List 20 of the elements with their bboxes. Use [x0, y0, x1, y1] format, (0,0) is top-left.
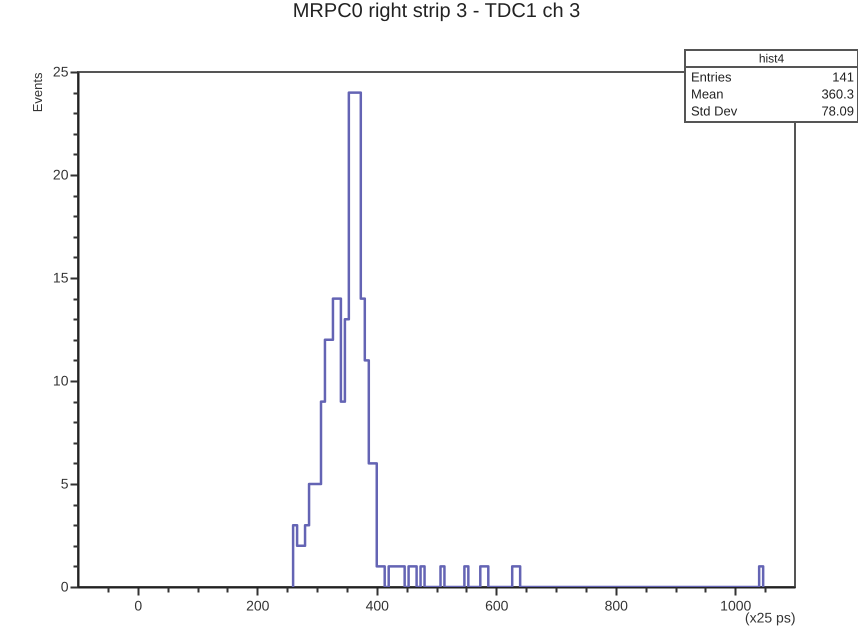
y-tick-label: 10 [52, 372, 69, 388]
annotation: Entries [691, 70, 732, 84]
y-tick-label: 5 [60, 476, 69, 492]
text: 360.3 [821, 86, 854, 102]
x-tick-label: 400 [366, 598, 390, 614]
y-axis-title: Events [30, 72, 45, 112]
x-tick-label: 600 [485, 598, 509, 614]
x-tick-label: 800 [604, 598, 628, 614]
text: 78.09 [821, 104, 854, 118]
text: hist4 [758, 52, 784, 66]
annotation: Mean [691, 86, 724, 102]
text: 141 [832, 70, 854, 84]
y-tick-label: 15 [52, 270, 69, 286]
chart-title: MRPC0 right strip 3 - TDC1 ch 3 [292, 0, 580, 22]
x-tick-label: 200 [246, 598, 270, 614]
y-tick-label: 20 [52, 166, 69, 182]
y-tick-label: 25 [52, 64, 69, 80]
annotation: Std Dev [691, 104, 738, 118]
x-tick-label: 0 [134, 598, 142, 614]
y-tick-label: 0 [60, 578, 69, 594]
